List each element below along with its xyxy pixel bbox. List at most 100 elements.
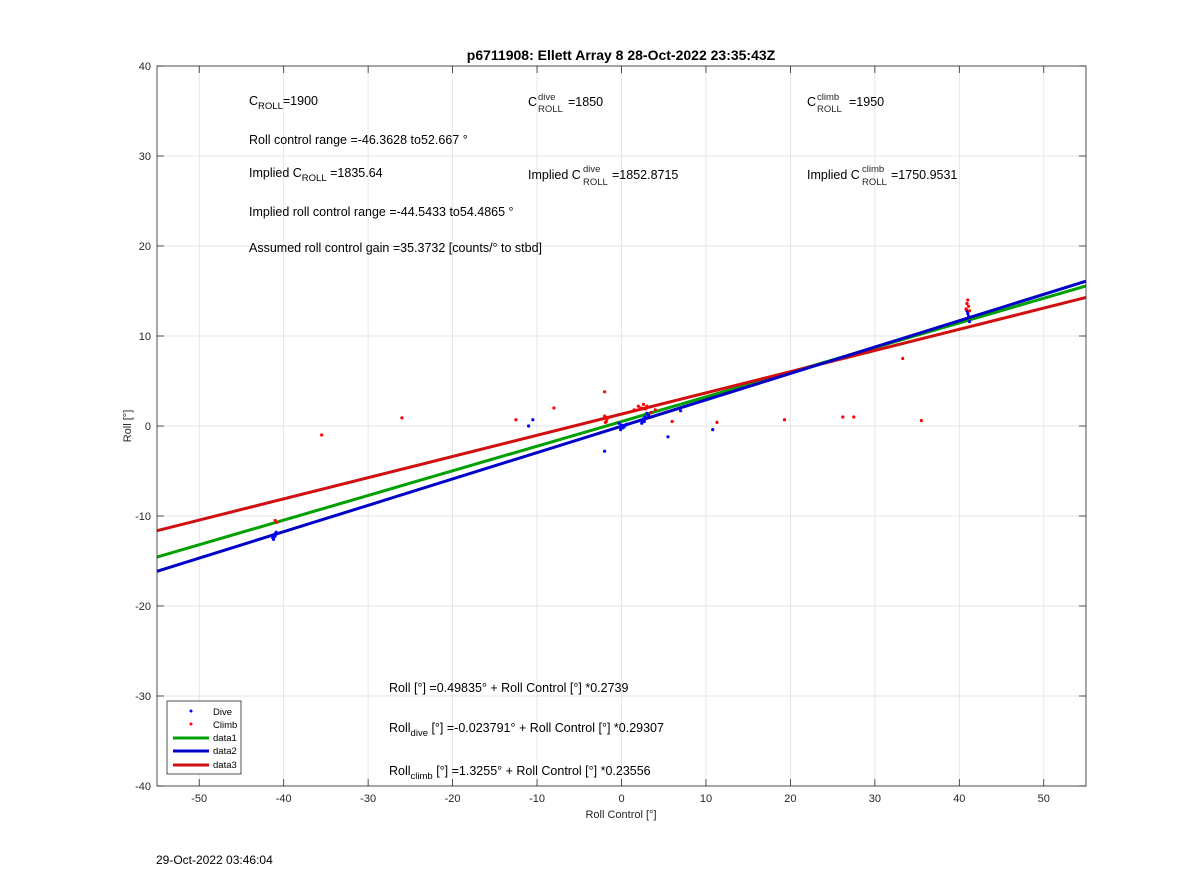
annotation-implied-dive-value: =1852.8715 xyxy=(612,168,678,182)
legend: Dive Climb data1 data2 data3 xyxy=(166,700,242,775)
dive-point xyxy=(643,415,647,419)
climb-point xyxy=(639,406,643,410)
fit-equation-dive: Rolldive [°] =-0.023791° + Roll Control … xyxy=(389,721,664,739)
climb-point xyxy=(670,419,674,424)
dive-point xyxy=(967,320,972,324)
dive-point xyxy=(603,449,607,453)
legend-data2-label: data2 xyxy=(213,746,237,757)
y-tick-label: -40 xyxy=(135,781,151,793)
fit-line-data3 xyxy=(156,296,1087,533)
annotation-roll-control-range: Roll control range =-46.3628 to52.667 ° xyxy=(249,133,468,147)
legend-climb-marker xyxy=(189,722,193,726)
dive-point xyxy=(679,409,683,413)
dive-point xyxy=(624,422,629,426)
x-tick-label: 10 xyxy=(700,793,712,805)
annotation-implied-c-roll: Implied CROLL =1835.64 xyxy=(249,166,383,184)
annotation-c-roll-dive-sup: dive xyxy=(538,92,555,103)
annotation-c-roll-climb: C xyxy=(807,95,816,109)
dive-point xyxy=(531,418,535,422)
legend-data3-label: data3 xyxy=(213,760,237,771)
x-tick-label: -40 xyxy=(276,793,292,805)
climb-point xyxy=(967,304,971,308)
climb-point xyxy=(275,520,279,524)
y-tick-label: -30 xyxy=(135,691,151,703)
climb-point xyxy=(641,402,646,406)
dive-point xyxy=(273,534,277,538)
x-tick-label: 40 xyxy=(953,793,965,805)
annotation-c-roll-climb-value: =1950 xyxy=(849,95,884,109)
annotation-implied-dive-sub: ROLL xyxy=(583,177,608,188)
fit-equation-climb: Rollclimb [°] =1.3255° + Roll Control [°… xyxy=(389,764,651,782)
annotation-assumed-gain: Assumed roll control gain =35.3732 [coun… xyxy=(249,241,542,255)
x-axis-label: Roll Control [°] xyxy=(585,809,656,821)
climb-point xyxy=(965,302,969,306)
y-tick-label: 40 xyxy=(139,61,151,73)
timestamp: 29-Oct-2022 03:46:04 xyxy=(156,853,273,867)
annotation-implied-climb-sub: ROLL xyxy=(862,177,887,188)
annotation-c-roll-climb-sup: climb xyxy=(817,92,839,103)
climb-point xyxy=(964,307,968,311)
y-tick-label: -10 xyxy=(135,511,151,523)
climb-point xyxy=(603,390,607,394)
climb-point xyxy=(901,356,905,361)
annotation-implied-c-roll-dive: Implied C xyxy=(528,168,581,182)
climb-point xyxy=(653,408,657,412)
climb-point xyxy=(715,420,719,424)
dive-point xyxy=(966,311,970,316)
y-axis-label: Roll [°] xyxy=(122,410,134,443)
legend-dive-label: Dive xyxy=(213,707,232,718)
climb-point xyxy=(603,414,607,418)
dive-point xyxy=(619,423,624,427)
y-tick-label: 30 xyxy=(139,151,151,163)
climb-point xyxy=(919,419,923,423)
chart-title: p6711908: Ellett Array 8 28-Oct-2022 23:… xyxy=(467,47,776,63)
x-tick-label: 30 xyxy=(869,793,881,805)
dive-point xyxy=(527,424,531,428)
x-tick-label: -50 xyxy=(191,793,207,805)
annotation-implied-c-roll-climb: Implied C xyxy=(807,168,860,182)
dive-point xyxy=(646,413,651,417)
y-tick-label: 20 xyxy=(139,241,151,253)
climb-point xyxy=(643,407,647,411)
dive-point xyxy=(642,419,646,424)
legend-dive-marker xyxy=(189,709,193,713)
axis-ticks: -50 -40 -30 -20 -10 0 10 20 30 40 50 -40 -30 -20 -10 0 1… xyxy=(135,61,1086,805)
annotation-implied-climb-sup: climb xyxy=(862,164,884,175)
climb-point xyxy=(636,404,640,408)
climb-point xyxy=(605,417,609,421)
legend-data1-label: data1 xyxy=(213,733,237,744)
legend-climb-label: Climb xyxy=(213,720,237,731)
data-points xyxy=(271,298,972,542)
climb-point xyxy=(782,418,787,422)
annotation-implied-range: Implied roll control range =-44.5433 to5… xyxy=(249,205,514,219)
dive-point xyxy=(617,421,621,425)
climb-point xyxy=(552,406,556,410)
dive-point xyxy=(967,314,971,318)
climb-point xyxy=(966,298,970,302)
climb-point xyxy=(632,408,636,412)
annotation-c-roll-climb-sub: ROLL xyxy=(817,104,842,115)
dive-point xyxy=(711,428,715,432)
y-tick-label: 0 xyxy=(145,421,151,433)
y-tick-label: 10 xyxy=(139,331,151,343)
dive-point xyxy=(619,428,623,432)
annotation-c-roll-dive: C xyxy=(528,95,537,109)
annotation-c-roll-dive-sub: ROLL xyxy=(538,104,563,115)
climb-point xyxy=(841,415,845,419)
climb-point xyxy=(967,309,972,313)
x-tick-label: 0 xyxy=(618,793,624,805)
climb-point xyxy=(603,420,608,424)
x-tick-label: 50 xyxy=(1038,793,1050,805)
fit-equation-all: Roll [°] =0.49835° + Roll Control [°] *0… xyxy=(389,681,628,695)
dive-point xyxy=(271,536,275,540)
annotation-c-roll-dive-value: =1850 xyxy=(568,95,603,109)
dive-point xyxy=(640,421,644,425)
dive-point xyxy=(274,530,278,534)
climb-point xyxy=(645,404,649,408)
climb-point xyxy=(649,410,653,415)
dive-point xyxy=(666,435,670,439)
climb-point xyxy=(514,418,518,422)
climb-point xyxy=(400,416,404,420)
fit-line-data1 xyxy=(156,284,1087,559)
